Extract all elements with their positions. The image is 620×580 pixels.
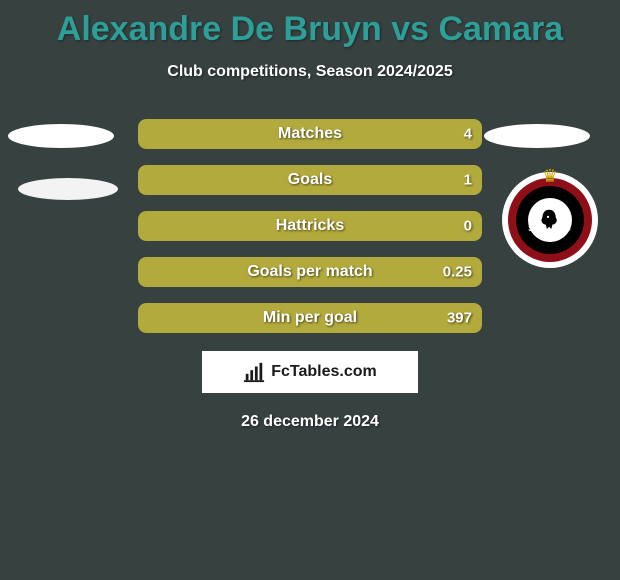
stat-row: Hattricks0 bbox=[0, 211, 620, 241]
stat-bar-right-fill bbox=[138, 257, 482, 287]
date-text: 26 december 2024 bbox=[0, 413, 620, 431]
stat-bar: Hattricks0 bbox=[138, 211, 482, 241]
stat-bar-right-fill bbox=[138, 119, 482, 149]
stat-row: Matches4 bbox=[0, 119, 620, 149]
stat-bar: Min per goal397 bbox=[138, 303, 482, 333]
page-title: Alexandre De Bruyn vs Camara bbox=[0, 0, 620, 49]
stat-bar-right-fill bbox=[138, 303, 482, 333]
stat-row: Goals per match0.25 bbox=[0, 257, 620, 287]
stat-bar-right-fill bbox=[138, 211, 482, 241]
stat-value-right: 397 bbox=[447, 310, 472, 327]
subtitle: Club competitions, Season 2024/2025 bbox=[0, 63, 620, 81]
brand-text: FcTables.com bbox=[271, 363, 377, 381]
brand-box[interactable]: FcTables.com bbox=[202, 351, 418, 393]
stat-row: Goals1 bbox=[0, 165, 620, 195]
stat-bar: Goals1 bbox=[138, 165, 482, 195]
stat-bar: Matches4 bbox=[138, 119, 482, 149]
stat-value-right: 1 bbox=[464, 172, 472, 189]
stat-value-right: 4 bbox=[464, 126, 472, 143]
stat-value-right: 0 bbox=[464, 218, 472, 235]
stat-row: Min per goal397 bbox=[0, 303, 620, 333]
stats-area: Matches4 Goals1 Hattricks0 Goals per match0… bbox=[0, 119, 620, 333]
chart-icon bbox=[243, 361, 265, 383]
stat-bar: Goals per match0.25 bbox=[138, 257, 482, 287]
stat-value-right: 0.25 bbox=[443, 264, 472, 281]
stat-bar-right-fill bbox=[138, 165, 482, 195]
